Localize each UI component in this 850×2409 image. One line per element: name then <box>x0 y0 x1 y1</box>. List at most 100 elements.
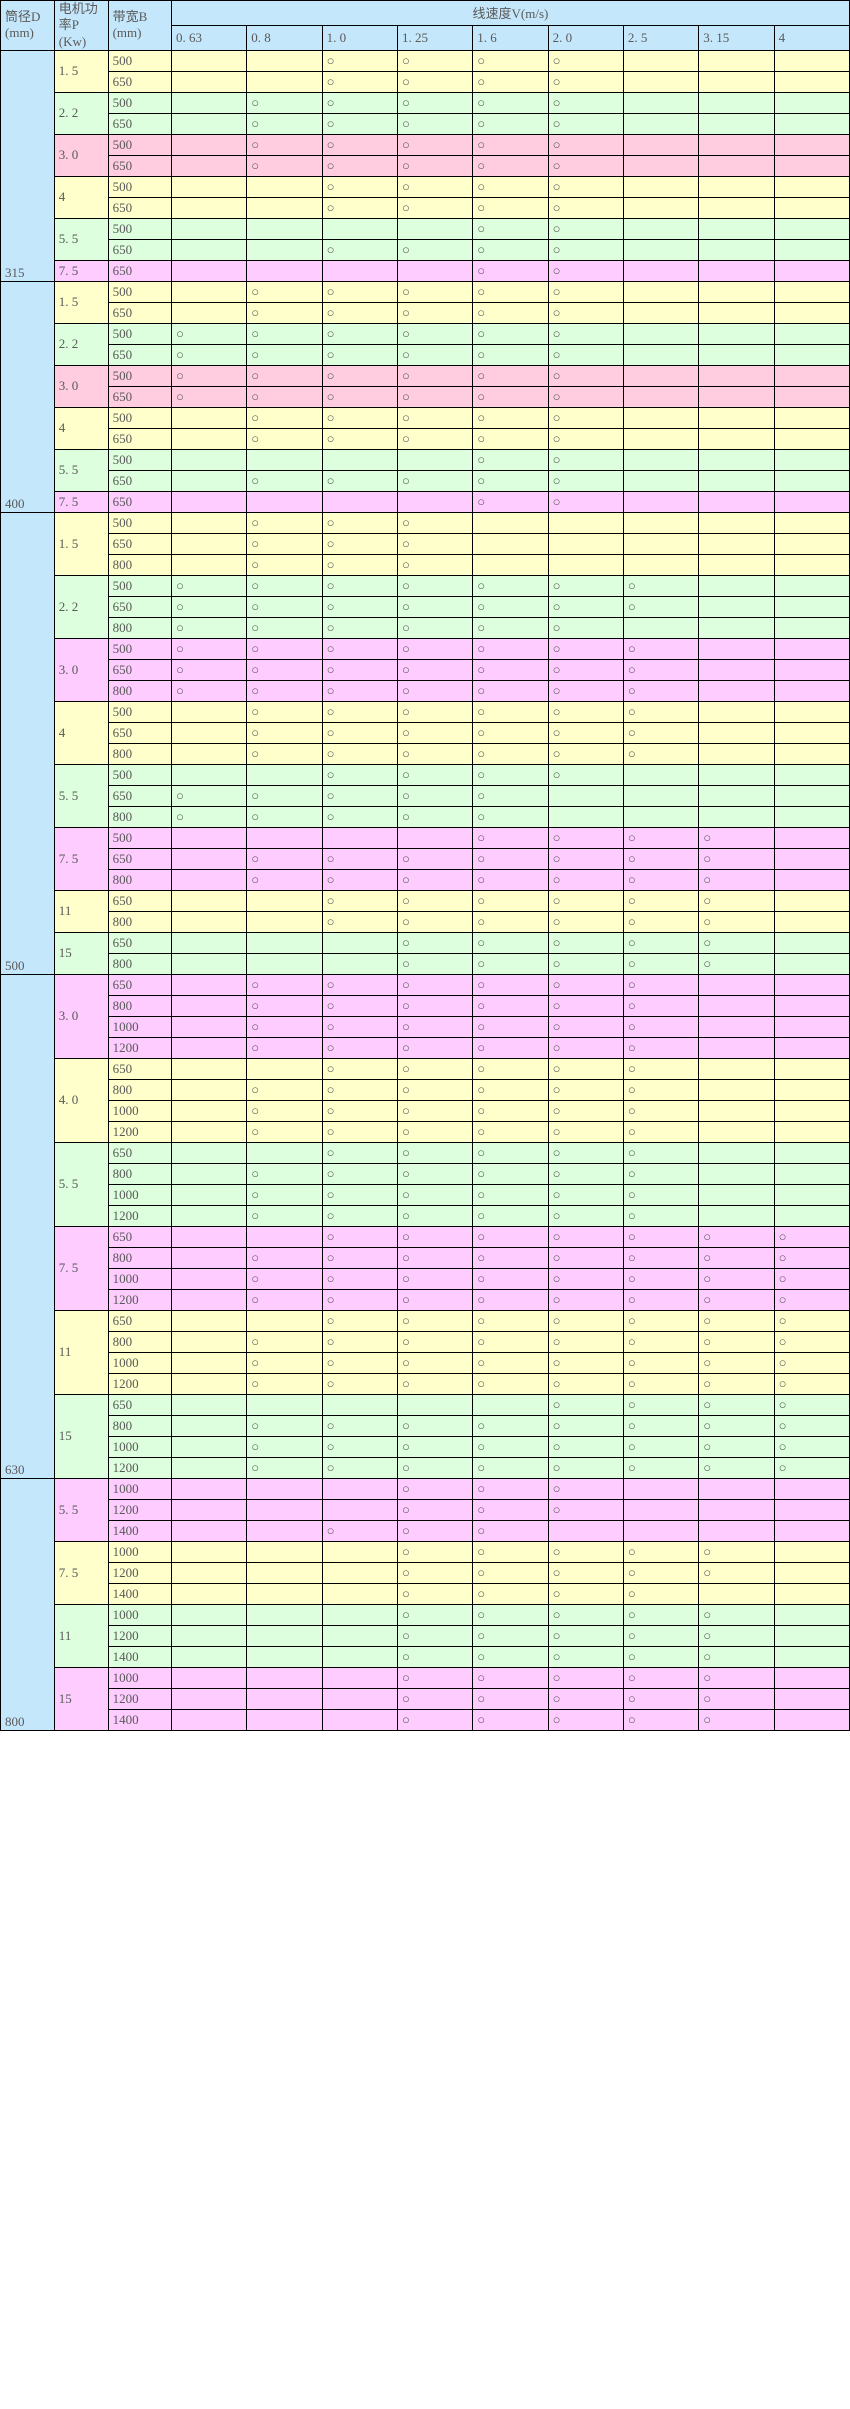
beltwidth-cell: 650 <box>107 1225 172 1248</box>
mark-cell-0.8 <box>246 889 323 912</box>
mark-cell-4: ○ <box>773 1246 850 1269</box>
mark-cell-2.5: ○ <box>622 721 700 744</box>
mark-cell-0.8 <box>246 1519 323 1542</box>
beltwidth-cell: 800 <box>107 679 172 702</box>
mark-cell-3.15: ○ <box>698 889 775 912</box>
mark-cell-1.25: ○ <box>396 1603 474 1626</box>
mark-cell-3.15 <box>698 742 775 765</box>
mark-cell-0.8 <box>246 1624 323 1647</box>
mark-cell-2.5 <box>622 427 700 450</box>
table-row: 650 ○ ○ ○ ○ <box>1 196 850 219</box>
mark-cell-0.8: ○ <box>246 280 323 303</box>
table-row: 650 ○ ○ ○ ○ ○ ○ <box>1 721 850 744</box>
mark-cell-1.6: ○ <box>472 301 549 324</box>
mark-cell-3.15 <box>698 70 775 93</box>
mark-cell-2.0: ○ <box>547 1540 624 1563</box>
mark-cell-2.0: ○ <box>547 931 624 954</box>
mark-cell-1.6: ○ <box>472 889 549 912</box>
mark-cell-4 <box>773 952 850 975</box>
mark-cell-4 <box>773 1687 850 1710</box>
mark-cell-4: ○ <box>773 1456 850 1479</box>
mark-cell-1.0 <box>321 259 398 282</box>
mark-cell-0.8: ○ <box>246 994 323 1017</box>
mark-cell-4 <box>773 931 850 954</box>
mark-cell-4 <box>773 889 850 912</box>
table-row: 800 ○ ○ ○ ○ ○ <box>1 952 850 975</box>
mark-cell-0.8: ○ <box>246 784 323 807</box>
mark-cell-1.6: ○ <box>472 1414 549 1437</box>
mark-cell-2.0 <box>547 784 624 807</box>
mark-cell-2.5: ○ <box>622 1225 700 1248</box>
mark-cell-2.5: ○ <box>622 1414 700 1437</box>
beltwidth-cell: 500 <box>107 700 172 723</box>
table-row: 5. 5 650 ○ ○ ○ ○ ○ <box>1 1141 850 1227</box>
mark-cell-4 <box>773 511 850 534</box>
table-row: 4 500 ○ ○ ○ ○ ○ <box>1 406 850 450</box>
mark-cell-0.8: ○ <box>246 1036 323 1059</box>
mark-cell-0.63 <box>170 1477 248 1500</box>
header-speed-group: 线速度V(m/s) <box>170 0 850 26</box>
mark-cell-4 <box>773 1708 850 1731</box>
mark-cell-4 <box>773 1561 850 1584</box>
mark-cell-1.25: ○ <box>396 595 474 618</box>
mark-cell-4 <box>773 133 850 156</box>
mark-cell-2.0: ○ <box>547 1624 624 1647</box>
table-body: 315 1. 5 500 ○ ○ ○ ○ 650 ○ ○ ○ ○ 2. 2 500 ○ ○ ○ ○ ○ 650 ○ ○ ○ ○… <box>0 49 850 1731</box>
mark-cell-2.0: ○ <box>547 1351 624 1374</box>
mark-cell-2.5 <box>622 70 700 93</box>
mark-cell-0.63 <box>170 1204 248 1227</box>
mark-cell-0.8: ○ <box>246 679 323 702</box>
mark-cell-1.0 <box>321 1708 398 1731</box>
mark-cell-2.5: ○ <box>622 637 700 660</box>
mark-cell-4 <box>773 784 850 807</box>
mark-cell-0.63 <box>170 1330 248 1353</box>
mark-cell-0.8: ○ <box>246 511 323 534</box>
mark-cell-1.6: ○ <box>472 1141 549 1164</box>
table-row: 3. 0 500 ○ ○ ○ ○ ○ ○ ○ <box>1 637 850 702</box>
mark-cell-1.0: ○ <box>321 364 398 387</box>
power-cell: 11 <box>53 1309 109 1395</box>
mark-cell-0.63 <box>170 847 248 870</box>
mark-cell-1.0: ○ <box>321 721 398 744</box>
mark-cell-1.0: ○ <box>321 700 398 723</box>
mark-cell-2.0: ○ <box>547 994 624 1017</box>
mark-cell-2.0: ○ <box>547 1183 624 1206</box>
beltwidth-cell: 650 <box>107 847 172 870</box>
mark-cell-0.63 <box>170 1351 248 1374</box>
mark-cell-3.15 <box>698 784 775 807</box>
mark-cell-3.15: ○ <box>698 1414 775 1437</box>
mark-cell-0.8: ○ <box>246 700 323 723</box>
mark-cell-2.5: ○ <box>622 1309 700 1332</box>
mark-cell-0.8 <box>246 490 323 513</box>
mark-cell-3.15: ○ <box>698 1267 775 1290</box>
mark-cell-1.25: ○ <box>396 1582 474 1605</box>
table-row: 630 3. 0 650 ○ ○ ○ ○ ○ ○ <box>0 973 850 1479</box>
mark-cell-1.0: ○ <box>321 1288 398 1311</box>
mark-cell-4 <box>773 112 850 135</box>
mark-cell-1.25: ○ <box>396 1141 474 1164</box>
mark-cell-1.6: ○ <box>472 1603 549 1626</box>
mark-cell-1.0: ○ <box>321 679 398 702</box>
mark-cell-0.8 <box>246 1477 323 1500</box>
mark-cell-1.0: ○ <box>321 784 398 807</box>
mark-cell-3.15: ○ <box>698 826 775 849</box>
mark-cell-0.63 <box>170 1435 248 1458</box>
mark-cell-1.25: ○ <box>396 1687 474 1710</box>
mark-cell-1.6: ○ <box>472 742 549 765</box>
mark-cell-0.8 <box>246 1225 323 1248</box>
mark-cell-3.15 <box>698 658 775 681</box>
mark-cell-1.6: ○ <box>472 343 549 366</box>
power-cell: 2. 2 <box>53 574 109 639</box>
mark-cell-3.15 <box>698 175 775 198</box>
beltwidth-cell: 650 <box>107 385 172 408</box>
mark-cell-2.5: ○ <box>622 1162 700 1185</box>
mark-cell-2.0: ○ <box>547 364 624 387</box>
mark-cell-2.5: ○ <box>622 1246 700 1269</box>
spec-table-container: 筒径D (mm) 电机功 率P (Kw) 带宽B (mm) 线速度V(m/s) … <box>0 0 850 1731</box>
mark-cell-4 <box>773 448 850 471</box>
mark-cell-1.0 <box>321 217 398 240</box>
mark-cell-1.0: ○ <box>321 637 398 660</box>
mark-cell-1.6: ○ <box>472 700 549 723</box>
mark-cell-2.5: ○ <box>622 1351 700 1374</box>
mark-cell-2.0: ○ <box>547 1414 624 1437</box>
